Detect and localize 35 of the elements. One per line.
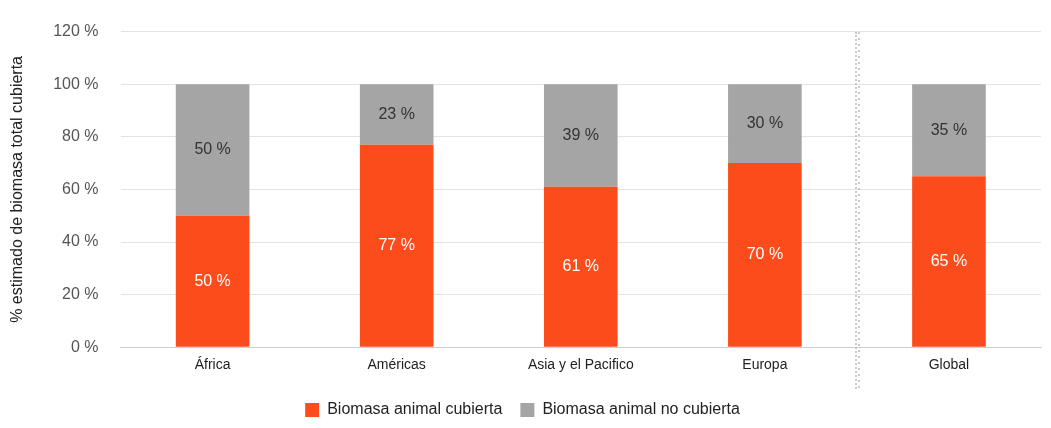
y-axis-title: % estimado de biomasa total cubierta (8, 55, 26, 323)
bar (912, 84, 986, 177)
data-label: 50 % (194, 271, 231, 289)
y-tick-label: 20 % (62, 285, 99, 303)
data-label: 77 % (378, 236, 415, 254)
data-label: 30 % (746, 114, 784, 132)
y-tick-label: 60 % (62, 179, 99, 197)
legend-label: Biomasa animal cubierta (327, 400, 503, 418)
bar (728, 163, 802, 347)
y-tick-label: 100 % (53, 74, 99, 92)
bar (912, 176, 986, 347)
bar (543, 186, 618, 347)
bar (175, 84, 250, 216)
data-label: 70 % (746, 245, 784, 263)
data-label: 50 % (194, 140, 231, 158)
x-tick-label: Global (928, 356, 970, 373)
y-tick-label: 120 % (53, 22, 99, 40)
data-label: 23 % (378, 104, 415, 122)
y-tick-label: 80 % (62, 127, 99, 145)
y-tick-label: 0 % (70, 337, 99, 355)
bar (359, 84, 434, 145)
bar (175, 215, 250, 347)
bar (728, 84, 802, 164)
x-tick-label: África (194, 356, 231, 373)
bar (359, 144, 434, 347)
data-label: 65 % (930, 251, 968, 269)
x-tick-label: Asia y el Pacifico (527, 356, 634, 373)
y-tick-label: 40 % (62, 232, 99, 250)
x-tick-label: Europa (742, 356, 788, 373)
data-label: 61 % (562, 257, 600, 275)
x-tick-label: Américas (367, 356, 426, 373)
legend-label: Biomasa animal no cubierta (542, 400, 740, 418)
bar (543, 84, 618, 187)
data-label: 39 % (562, 125, 600, 143)
data-label: 35 % (930, 120, 968, 138)
